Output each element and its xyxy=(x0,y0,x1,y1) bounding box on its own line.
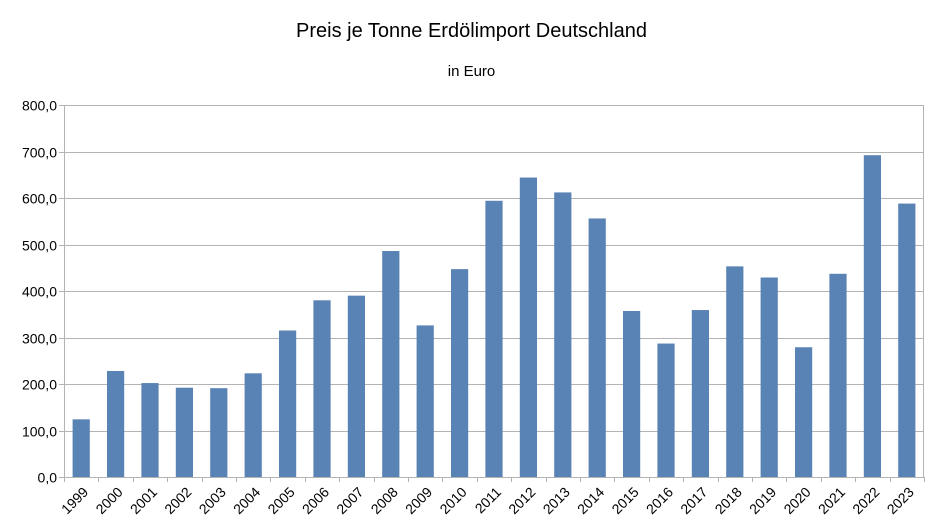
x-tick-label: 2011 xyxy=(472,484,505,517)
x-tick-label: 2015 xyxy=(608,484,641,517)
bar xyxy=(141,383,159,477)
bar xyxy=(210,388,228,477)
bar xyxy=(382,251,400,477)
y-tick-label: 700,0 xyxy=(22,145,57,161)
bar xyxy=(313,300,331,477)
y-tick-label: 400,0 xyxy=(22,284,57,300)
y-tick-label: 200,0 xyxy=(22,377,57,393)
x-tick-label: 2019 xyxy=(746,484,779,517)
bar xyxy=(829,273,847,477)
x-tick-label: 2003 xyxy=(196,484,229,517)
bar xyxy=(623,311,641,477)
x-tick-label: 2009 xyxy=(402,484,435,517)
x-tick-label: 2004 xyxy=(230,484,263,517)
x-tick-label: 2006 xyxy=(299,484,332,517)
bar xyxy=(175,387,193,477)
x-tick-label: 2008 xyxy=(368,484,401,517)
x-tick-label: 2002 xyxy=(161,484,194,517)
bar xyxy=(347,295,365,477)
y-tick-label: 800,0 xyxy=(22,98,57,114)
y-tick-label: 0,0 xyxy=(38,470,58,486)
x-tick-label: 2017 xyxy=(677,484,710,517)
bar xyxy=(726,266,744,477)
x-tick-label: 2012 xyxy=(505,484,538,517)
bar xyxy=(279,330,297,477)
x-tick-label: 2007 xyxy=(333,484,366,517)
x-tick-label: 2014 xyxy=(574,484,607,517)
y-tick-label: 300,0 xyxy=(22,331,57,347)
x-tick-label: 2023 xyxy=(884,484,917,517)
bar xyxy=(657,343,675,477)
x-tick-label: 2018 xyxy=(712,484,745,517)
x-tick-label: 2013 xyxy=(540,484,573,517)
bar xyxy=(244,373,262,477)
bar xyxy=(72,419,90,477)
bar xyxy=(898,203,916,477)
x-tick-label: 2000 xyxy=(92,484,125,517)
bar xyxy=(416,325,434,477)
x-tick-label: 2005 xyxy=(264,484,297,517)
y-tick-label: 500,0 xyxy=(22,238,57,254)
y-tick-label: 100,0 xyxy=(22,424,57,440)
bar xyxy=(760,277,778,477)
x-tick-label: 2001 xyxy=(127,484,160,517)
bar xyxy=(554,192,572,478)
x-tick-label: 2016 xyxy=(643,484,676,517)
x-tick-label: 2020 xyxy=(780,484,813,517)
chart-subtitle: in Euro xyxy=(447,63,496,80)
bar xyxy=(485,200,503,478)
x-tick-label: 1999 xyxy=(58,484,91,517)
bar xyxy=(691,310,709,477)
x-tick-label: 2021 xyxy=(815,484,848,517)
bar xyxy=(795,347,813,477)
bar xyxy=(519,177,537,478)
bar xyxy=(451,269,469,477)
bar xyxy=(107,370,125,477)
bar xyxy=(863,155,881,477)
y-tick-label: 600,0 xyxy=(22,191,57,207)
x-tick-label: 2022 xyxy=(849,484,882,517)
chart-title: Preis je Tonne Erdölimport Deutschland xyxy=(296,20,647,42)
x-tick-label: 2010 xyxy=(436,484,469,517)
bar xyxy=(588,218,606,477)
